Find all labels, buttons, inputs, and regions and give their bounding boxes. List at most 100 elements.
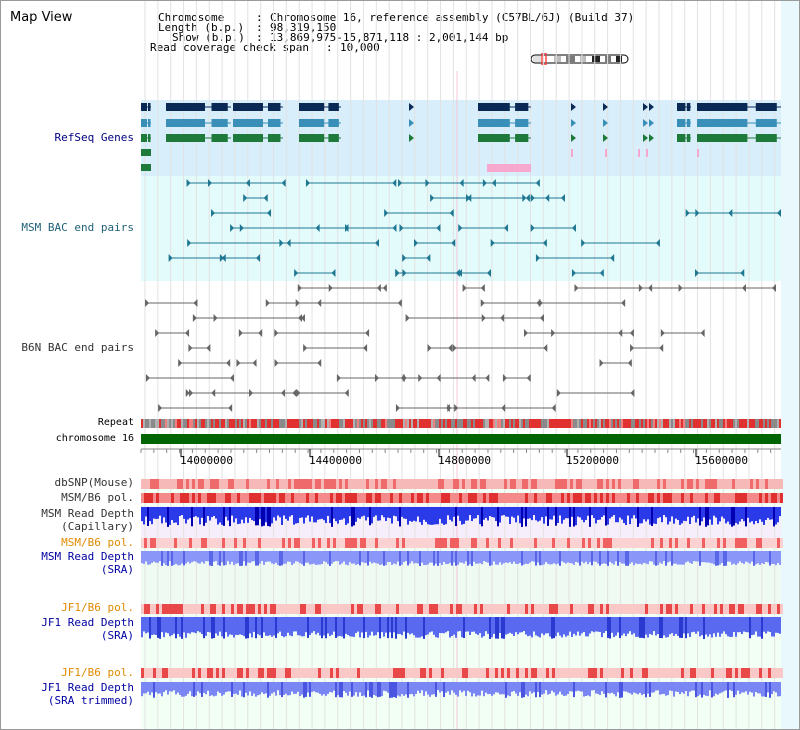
heat-cell <box>711 538 714 548</box>
heat-cell <box>723 668 726 678</box>
depth-bar <box>661 682 663 695</box>
heat-cell <box>429 479 432 489</box>
heat-cell <box>294 479 297 489</box>
bac-end-marker <box>192 314 197 322</box>
repeat-segment <box>743 419 745 428</box>
dbsnp-label[interactable]: dbSNP(Mouse) <box>54 476 134 489</box>
depth-bar <box>237 507 239 525</box>
depth-bar <box>461 617 463 638</box>
repeat-segment <box>521 419 523 428</box>
depth-bar <box>219 617 221 632</box>
depth-bar <box>185 682 187 696</box>
depth-bar <box>619 682 621 698</box>
jf1-depth-sra-label[interactable]: JF1 Read Depth <box>41 616 134 629</box>
repeat-segment <box>599 419 601 428</box>
depth-bar <box>161 682 163 697</box>
repeat-segment <box>429 419 431 428</box>
heat-cell <box>708 493 711 503</box>
depth-bar <box>469 682 471 693</box>
heat-cell <box>150 604 153 614</box>
depth-bar <box>203 682 205 693</box>
depth-bar <box>455 507 457 527</box>
repeat-segment <box>595 419 597 428</box>
repeat-segment <box>497 419 499 428</box>
heat-cell <box>672 493 675 503</box>
depth-bar <box>183 682 185 697</box>
repeat-segment <box>511 419 513 428</box>
depth-bar <box>161 551 163 566</box>
jf1-depth-trimmed-label[interactable]: JF1 Read Depth <box>41 681 134 694</box>
heat-cell <box>603 538 606 548</box>
depth-bar <box>241 551 243 566</box>
heat-cell <box>369 604 372 614</box>
heat-cell <box>258 479 261 489</box>
heat-cell <box>636 538 639 548</box>
bac-end-marker <box>243 194 248 202</box>
msm-b6-pol-2-label[interactable]: MSM/B6 pol. <box>61 536 134 549</box>
depth-bar <box>213 682 215 697</box>
heat-cell <box>354 538 357 548</box>
heat-cell <box>645 604 648 614</box>
heat-cell <box>267 493 270 503</box>
depth-bar <box>385 551 387 566</box>
repeat-segment <box>645 419 647 428</box>
depth-bar <box>187 617 189 634</box>
msm-b6-pol-label[interactable]: MSM/B6 pol. <box>61 491 134 504</box>
heat-cell <box>312 493 315 503</box>
heat-cell <box>513 479 516 489</box>
heat-cell <box>432 538 435 548</box>
repeat-segment <box>259 419 261 428</box>
repeat-segment <box>525 419 527 428</box>
depth-bar <box>269 682 271 696</box>
depth-bar <box>621 551 623 564</box>
heat-cell <box>288 493 291 503</box>
refseq-genes-label[interactable]: RefSeq Genes <box>54 131 134 144</box>
heat-cell <box>444 604 447 614</box>
depth-bar <box>641 682 643 696</box>
depth-bar <box>493 507 495 518</box>
msm-depth-capillary-label[interactable]: MSM Read Depth <box>41 507 134 520</box>
heat-cell <box>378 493 381 503</box>
bac-end-marker <box>384 209 389 217</box>
heat-cell <box>246 493 249 503</box>
depth-bar <box>215 551 217 562</box>
depth-bar <box>279 507 281 518</box>
bac-end-marker <box>228 404 233 412</box>
heat-cell <box>696 668 699 678</box>
jf1-b6-pol-2-label[interactable]: JF1/B6 pol. <box>61 666 134 679</box>
msm-bac-label[interactable]: MSM BAC end pairs <box>21 221 134 234</box>
b6n-bac-label[interactable]: B6N BAC end pairs <box>21 341 134 354</box>
heat-cell <box>651 604 654 614</box>
depth-bar <box>239 617 241 635</box>
heat-cell <box>249 479 252 489</box>
repeat-segment <box>625 419 627 428</box>
msm-depth-sra-label[interactable]: MSM Read Depth <box>41 550 134 563</box>
heat-cell <box>471 493 474 503</box>
depth-bar <box>539 507 541 521</box>
heat-cell <box>444 479 447 489</box>
repeat-segment <box>489 419 491 428</box>
depth-bar <box>487 507 489 521</box>
heat-cell <box>207 493 210 503</box>
depth-bar <box>331 617 333 635</box>
depth-bar <box>411 682 413 695</box>
depth-bar <box>549 551 551 565</box>
repeat-segment <box>757 419 759 428</box>
heat-cell <box>366 479 369 489</box>
heat-cell <box>756 668 759 678</box>
heat-cell <box>756 604 759 614</box>
bac-end-marker <box>303 344 308 352</box>
depth-bar <box>203 551 205 564</box>
repeat-segment <box>169 419 171 428</box>
repeat-segment <box>273 419 275 428</box>
heat-cell <box>315 479 318 489</box>
heat-cell <box>597 538 600 548</box>
depth-bar <box>245 507 247 518</box>
depth-bar <box>167 617 169 634</box>
heat-cell <box>684 604 687 614</box>
heat-cell <box>177 493 180 503</box>
heat-cell <box>279 479 282 489</box>
jf1-b6-pol-label[interactable]: JF1/B6 pol. <box>61 601 134 614</box>
heat-cell <box>762 538 765 548</box>
